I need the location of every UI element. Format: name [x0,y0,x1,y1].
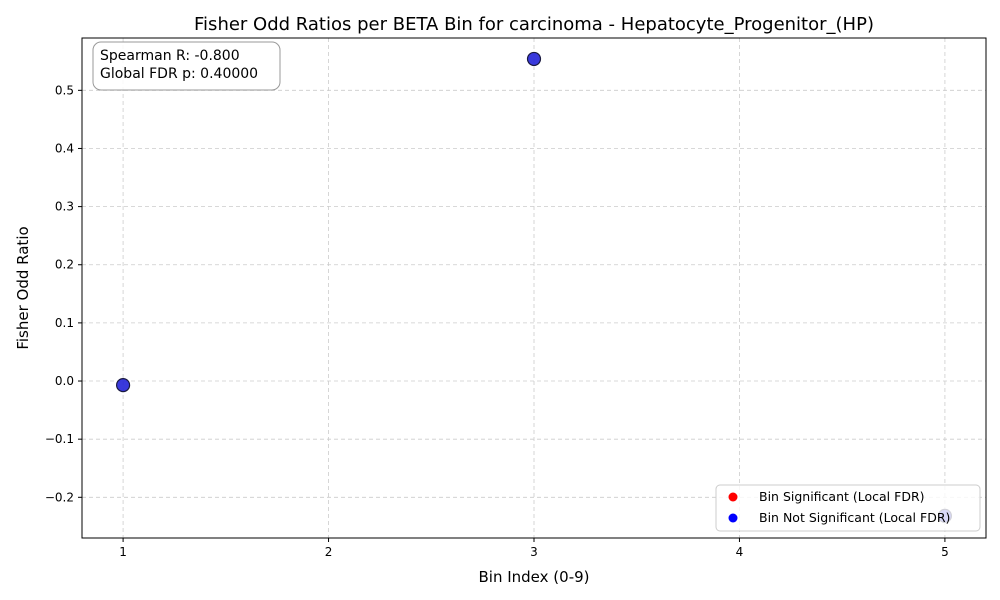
data-point [526,51,542,67]
grid-lines [82,38,986,538]
legend-label-not-significant: Bin Not Significant (Local FDR) [759,510,950,525]
y-ticks: −0.2 −0.1 0.0 0.1 0.2 0.3 0.4 0.5 [45,83,82,504]
stats-box-frame [92,41,281,91]
data-point [115,377,131,393]
y-tick-label: 0.5 [55,83,74,97]
x-axis-label: Bin Index (0-9) [479,568,590,586]
legend-marker-not-significant [728,513,738,523]
global-fdr-text: Global FDR p: 0.40000 [100,66,258,82]
x-tick-label: 1 [119,545,127,559]
legend: Bin Significant (Local FDR) Bin Not Sign… [715,484,981,532]
x-tick-label: 5 [941,545,949,559]
y-tick-label: 0.4 [55,141,74,155]
x-tick-label: 3 [530,545,538,559]
stats-box: Spearman R: -0.800 Global FDR p: 0.40000 [92,41,281,91]
y-tick-label: 0.1 [55,316,74,330]
y-tick-label: −0.1 [45,432,74,446]
x-ticks: 1 2 3 4 5 [119,538,949,559]
chart-title: Fisher Odd Ratios per BETA Bin for carci… [194,14,874,35]
legend-frame [715,484,981,532]
x-tick-label: 2 [325,545,333,559]
spearman-text: Spearman R: -0.800 [100,48,240,64]
x-tick-label: 4 [736,545,744,559]
y-tick-label: −0.2 [45,490,74,504]
legend-label-significant: Bin Significant (Local FDR) [759,489,925,504]
y-tick-label: 0.3 [55,200,74,214]
legend-marker-significant [728,492,738,502]
y-axis-label: Fisher Odd Ratio [14,226,32,349]
y-tick-label: 0.0 [55,374,74,388]
plot-frame [81,37,987,539]
y-tick-label: 0.2 [55,258,74,272]
